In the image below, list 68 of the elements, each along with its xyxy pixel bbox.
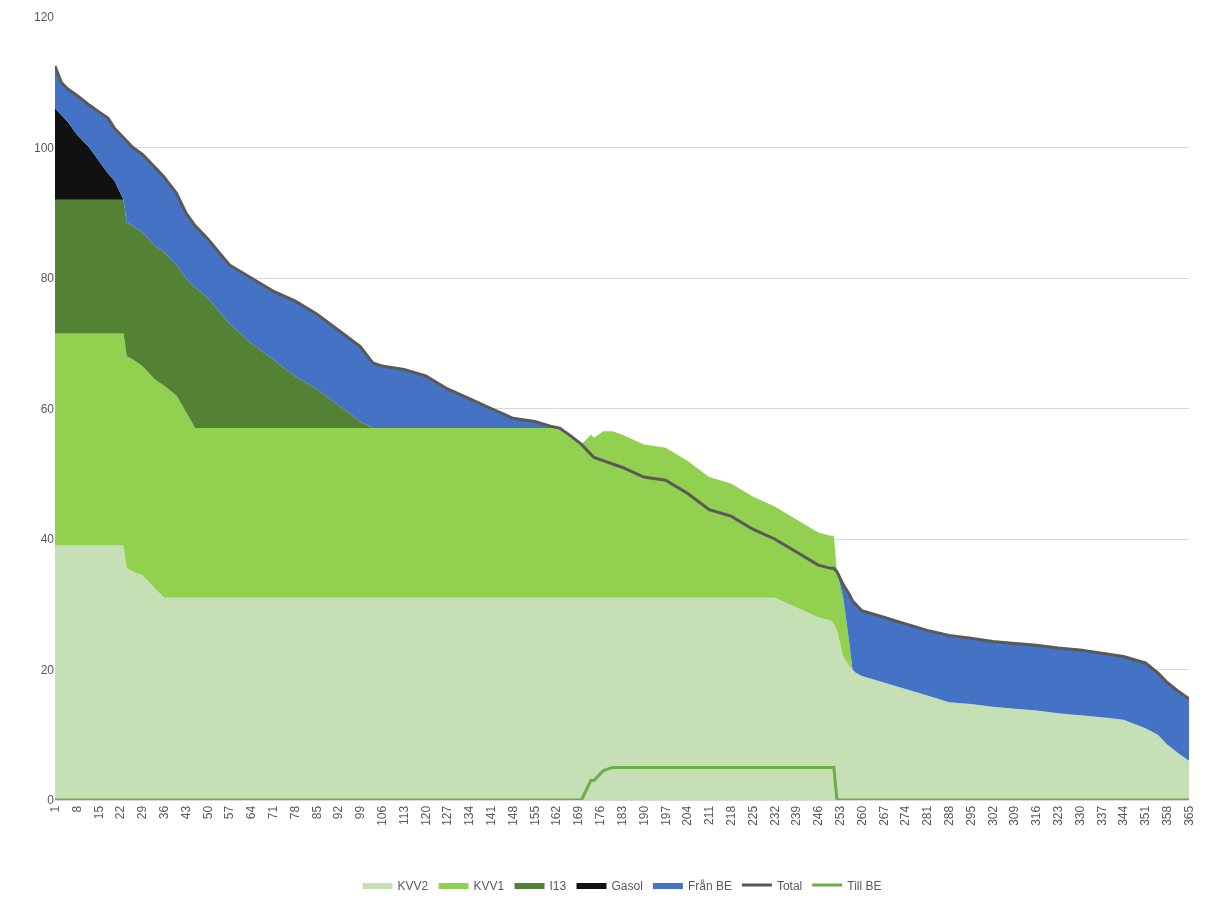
x-tick-label: 183	[614, 805, 629, 826]
x-tick-label: 169	[571, 805, 586, 826]
y-tick-label: 120	[33, 10, 55, 25]
x-tick-label: 120	[418, 805, 433, 826]
x-tick-label: 134	[462, 805, 477, 826]
x-tick-label: 71	[265, 805, 280, 820]
y-tick-label: 80	[40, 271, 55, 286]
x-tick-label: 330	[1072, 805, 1087, 826]
x-tick-label: 92	[331, 805, 346, 820]
x-tick-label: 204	[680, 805, 695, 826]
x-tick-label: 358	[1160, 805, 1175, 826]
x-tick-label: 29	[135, 805, 150, 820]
x-tick-label: 337	[1094, 805, 1109, 826]
x-tick-label: 78	[287, 805, 302, 820]
x-tick-label: 22	[113, 805, 128, 820]
x-tick-label: 316	[1029, 805, 1044, 826]
x-tick-label: 218	[723, 805, 738, 826]
legend-label: I13	[549, 878, 567, 893]
legend-label: Total	[776, 878, 803, 893]
legend-label: Gasol	[611, 878, 643, 893]
x-tick-label: 50	[200, 805, 215, 820]
x-tick-label: 106	[375, 805, 390, 826]
x-tick-label: 148	[505, 805, 520, 826]
y-tick-label: 40	[40, 532, 55, 547]
x-tick-label: 99	[353, 805, 368, 820]
x-tick-label: 1	[47, 805, 62, 813]
x-tick-label: 253	[832, 805, 847, 826]
x-tick-label: 246	[811, 805, 826, 826]
legend-label: Till BE	[847, 878, 882, 893]
y-tick-label: 20	[40, 662, 55, 677]
x-tick-label: 85	[309, 805, 324, 820]
x-tick-label: 260	[854, 805, 869, 826]
x-tick-label: 232	[767, 805, 782, 826]
x-tick-label: 211	[702, 805, 717, 825]
x-tick-label: 351	[1138, 805, 1153, 826]
legend-label: KVV2	[397, 878, 429, 893]
y-tick-label: 100	[33, 140, 55, 155]
legend-label: KVV1	[473, 878, 505, 893]
x-tick-label: 155	[527, 805, 542, 826]
x-tick-label: 64	[244, 805, 259, 820]
line-series	[55, 765, 1189, 800]
x-tick-label: 197	[658, 805, 673, 826]
x-tick-label: 281	[920, 805, 935, 826]
x-tick-label: 190	[636, 805, 651, 826]
x-tick-label: 295	[963, 805, 978, 826]
x-tick-label: 274	[898, 805, 913, 826]
y-tick-label: 60	[40, 401, 55, 416]
x-tick-label: 113	[396, 805, 411, 825]
x-tick-label: 239	[789, 805, 804, 826]
x-tick-label: 43	[178, 805, 193, 820]
x-tick-label: 57	[222, 805, 237, 820]
x-tick-label: 127	[440, 805, 455, 826]
x-tick-label: 36	[156, 805, 171, 820]
x-tick-label: 176	[593, 805, 608, 826]
x-tick-label: 323	[1051, 805, 1066, 826]
x-tick-label: 344	[1116, 805, 1131, 826]
x-tick-label: 162	[549, 805, 564, 826]
x-tick-label: 302	[985, 805, 1000, 826]
x-tick-label: 225	[745, 805, 760, 826]
x-tick-label: 288	[942, 805, 957, 826]
x-tick-label: 365	[1181, 805, 1196, 826]
x-tick-label: 141	[484, 805, 499, 826]
x-tick-label: 267	[876, 805, 891, 826]
x-tick-label: 15	[91, 805, 106, 820]
x-tick-label: 8	[69, 805, 84, 813]
y-tick-label: 0	[47, 793, 55, 808]
x-tick-label: 309	[1007, 805, 1022, 826]
legend-label: Från BE	[687, 878, 732, 893]
